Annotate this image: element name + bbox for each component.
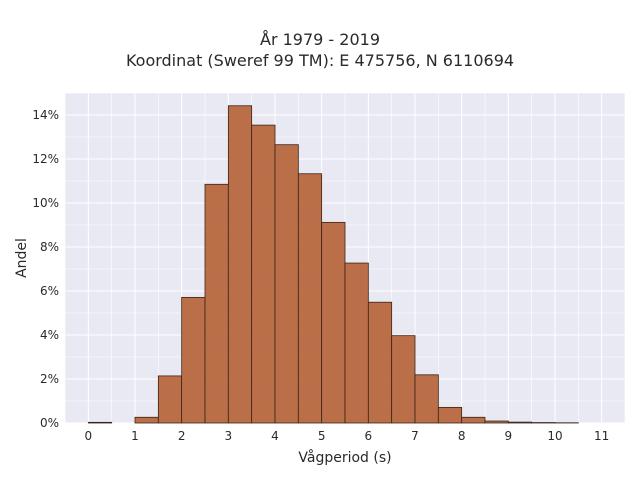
x-tick-label: 4 bbox=[271, 429, 279, 443]
histogram-bar bbox=[251, 124, 276, 424]
histogram-bar bbox=[297, 173, 323, 424]
y-tick-label: 10% bbox=[32, 196, 59, 210]
histogram-bar bbox=[274, 144, 299, 424]
histogram-bar bbox=[461, 416, 486, 424]
x-tick-label: 2 bbox=[178, 429, 186, 443]
x-tick-label: 3 bbox=[225, 429, 233, 443]
chart-title: År 1979 - 2019 bbox=[260, 30, 380, 49]
histogram-bar bbox=[391, 335, 416, 424]
histogram-bar bbox=[484, 420, 509, 424]
y-tick-label: 14% bbox=[32, 108, 59, 122]
x-tick-label: 9 bbox=[505, 429, 513, 443]
x-tick-label: 8 bbox=[458, 429, 466, 443]
histogram-bar bbox=[204, 183, 229, 424]
y-tick-label: 12% bbox=[32, 152, 59, 166]
histogram-bar bbox=[344, 262, 369, 424]
x-axis-ticks: 0 1 2 3 4 5 6 7 8 9 10 11 bbox=[85, 429, 610, 443]
histogram-bar bbox=[507, 421, 533, 424]
y-tick-label: 2% bbox=[40, 372, 59, 386]
x-tick-label: 1 bbox=[131, 429, 139, 443]
histogram-bar bbox=[414, 374, 439, 424]
histogram-bar bbox=[437, 406, 463, 424]
y-tick-label: 6% bbox=[40, 284, 59, 298]
x-tick-label: 10 bbox=[547, 429, 562, 443]
histogram-bar bbox=[321, 221, 346, 424]
histogram-bar bbox=[367, 301, 393, 424]
x-axis-label: Vågperiod (s) bbox=[298, 449, 391, 466]
y-axis-ticks: 0% 2% 4% 6% 8% 10% 12% 14% bbox=[32, 108, 59, 430]
histogram-bar bbox=[157, 375, 183, 424]
y-axis-label: Andel bbox=[14, 238, 30, 278]
y-tick-label: 0% bbox=[40, 416, 59, 430]
histogram-bar bbox=[87, 421, 113, 424]
x-tick-label: 11 bbox=[594, 429, 609, 443]
histogram-bar bbox=[227, 105, 253, 424]
x-tick-label: 5 bbox=[318, 429, 326, 443]
histogram-bar bbox=[181, 296, 206, 424]
chart-subtitle: Koordinat (Sweref 99 TM): E 475756, N 61… bbox=[125, 51, 515, 70]
x-tick-label: 0 bbox=[85, 429, 93, 443]
histogram-bars bbox=[87, 105, 579, 424]
x-tick-label: 7 bbox=[411, 429, 419, 443]
y-tick-label: 4% bbox=[40, 328, 59, 342]
x-tick-label: 6 bbox=[365, 429, 373, 443]
histogram-bar bbox=[134, 416, 159, 424]
y-tick-label: 8% bbox=[40, 240, 59, 254]
